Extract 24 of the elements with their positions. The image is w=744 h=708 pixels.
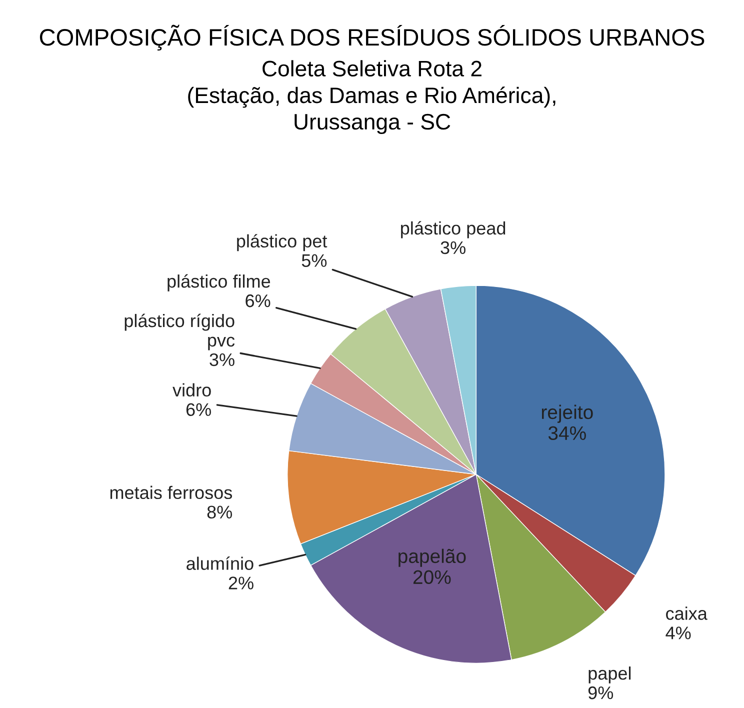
data-label: 4%: [666, 626, 691, 640]
data-label: 3%: [440, 241, 466, 254]
slice-label: papelão: [398, 548, 466, 567]
slice-label: vidro: [172, 383, 211, 397]
slice-label: rejeito: [542, 404, 593, 423]
data-label: 8%: [207, 506, 232, 519]
slice-label: plástico pet: [237, 234, 328, 252]
slice-label: caixa: [666, 606, 708, 620]
slice-label: plástico filme: [168, 274, 270, 292]
data-label: 9%: [588, 686, 614, 700]
slice-label: plástico pead: [401, 221, 506, 238]
data-label: 6%: [186, 403, 211, 416]
chart-title: COMPOSIÇÃO FÍSICA DOS RESÍDUOS SÓLIDOS URBANOS: [40, 24, 704, 51]
data-label: 20%: [413, 570, 451, 584]
data-label: 34%: [548, 426, 586, 440]
data-label: 2%: [228, 576, 254, 590]
slice-label: papel: [588, 666, 631, 684]
data-label: 5%: [302, 254, 327, 267]
slice-label: alumínio: [186, 556, 254, 570]
chart-subtitle: Coleta Seletiva Rota 2 (Estação, das Damas e Rio América), Urussanga - SC: [188, 60, 556, 134]
slice-label: metais ferrosos: [110, 486, 232, 500]
data-label: 6%: [246, 294, 270, 308]
data-label: 3%: [210, 353, 234, 366]
slice-label: plástico rígido pvc: [124, 314, 235, 350]
